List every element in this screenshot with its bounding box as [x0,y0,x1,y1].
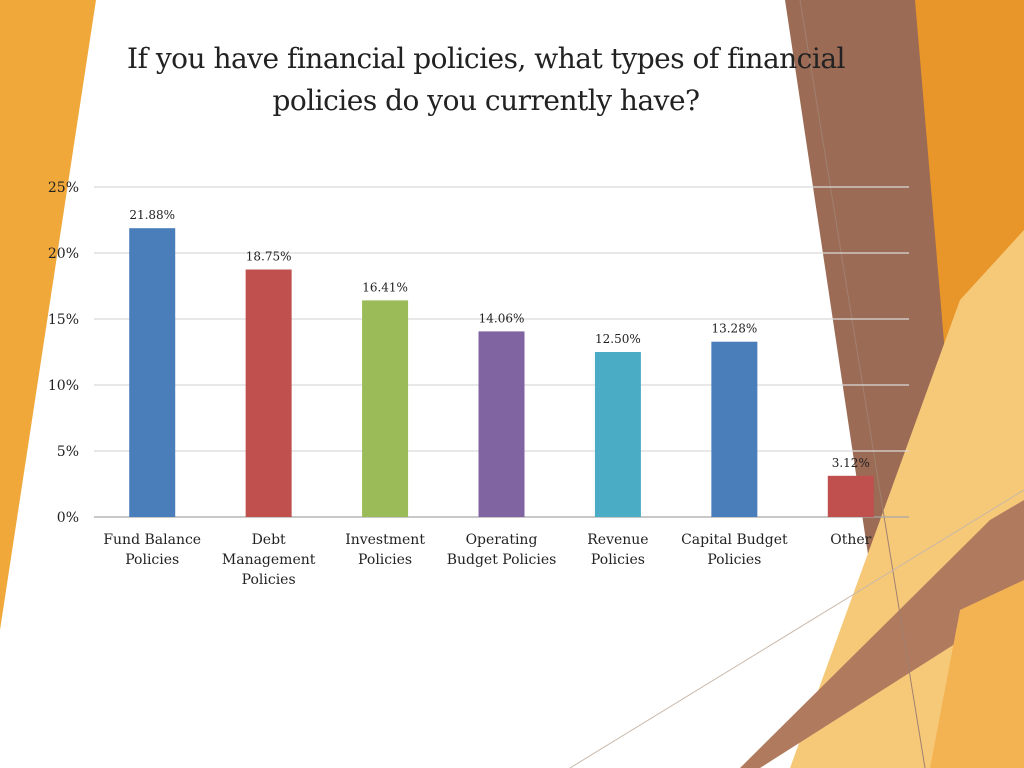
y-axis: 0% 5% 10% 15% 20% 25% [48,180,79,526]
data-label: 14.06% [479,311,525,325]
bar [129,228,176,517]
category-label: Investment Policies [345,532,425,568]
data-label: 13.28% [711,322,757,336]
bar [362,300,409,517]
data-label: 12.50% [595,332,641,346]
bar [827,475,874,517]
decor-right-brown-lower-shape [740,500,1024,768]
bar [245,269,292,517]
bars [129,228,874,517]
decor-left-orange-shape [0,0,96,630]
y-tick-label: 15% [48,312,79,328]
bar [478,331,525,517]
y-tick-label: 20% [48,246,79,262]
category-label: Other [830,532,871,548]
category-label: Operating Budget Policies [447,532,557,568]
bar [594,352,641,517]
x-axis: Fund Balance Policies Debt Management Polici… [103,532,871,588]
category-label: Capital Budget Policies [681,532,788,568]
decor-thin-line [799,0,926,768]
category-label: Fund Balance Policies [103,532,201,568]
data-label: 18.75% [246,250,292,264]
data-label: 16.41% [362,280,408,294]
category-label: Debt Management Policies [222,532,316,588]
data-labels: 21.88% 18.75% 16.41% 14.06% 12.50% 13.28% 3.12… [129,208,870,470]
y-tick-label: 25% [48,180,79,196]
chart-title: If you have financial policies, what typ… [127,42,845,117]
y-tick-label: 0% [57,510,79,526]
data-label: 3.12% [832,456,870,470]
data-label: 21.88% [129,208,175,222]
decor-thin-line [569,489,1024,768]
category-label: Revenue Policies [587,532,648,568]
decor-right-orange-lower-shape [930,580,1024,768]
y-tick-label: 10% [48,378,79,394]
y-tick-label: 5% [57,444,79,460]
bar [711,341,758,517]
